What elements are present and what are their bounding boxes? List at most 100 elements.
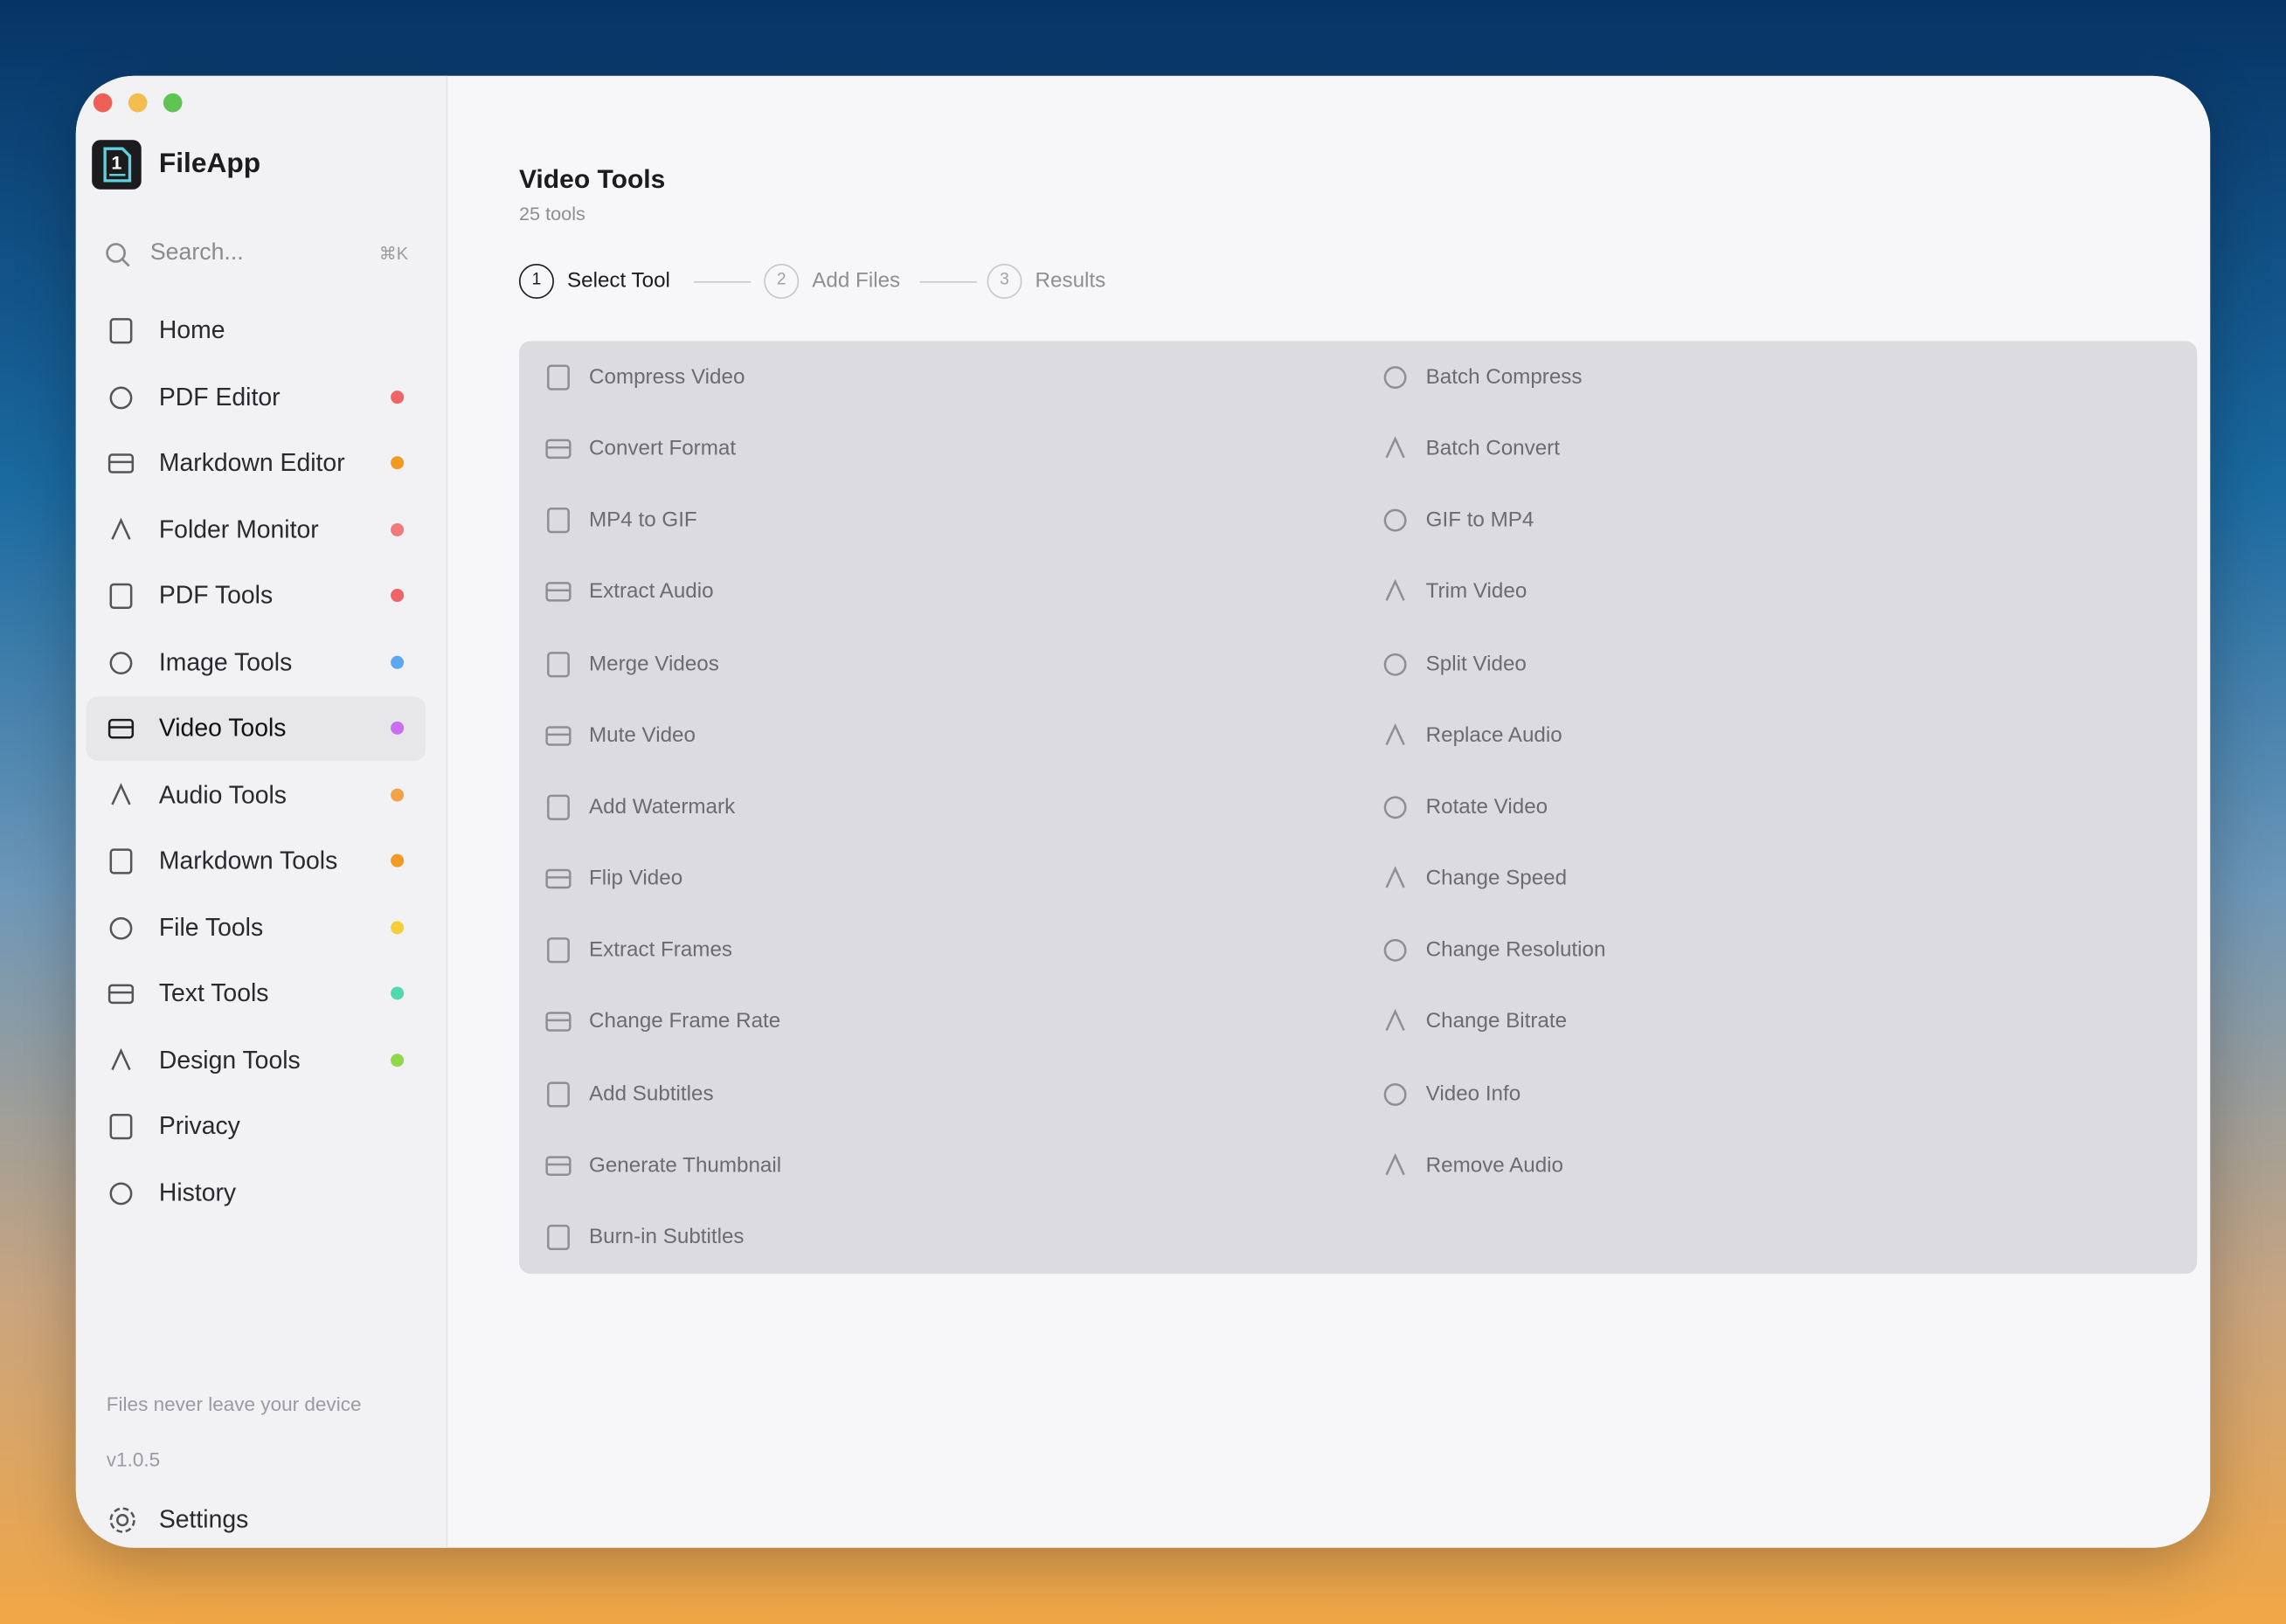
status-dot [391,721,405,735]
tool-item[interactable]: GIF to MP4 [1370,496,2186,546]
tool-item[interactable]: Replace Audio [1370,711,2186,761]
status-dot [391,787,405,801]
tool-label: Remove Audio [1425,1153,1564,1178]
tool-label: Rotate Video [1425,795,1548,819]
icon [111,516,131,539]
search-icon [106,243,130,267]
tool-label: Change Speed [1425,867,1568,891]
tool-item[interactable]: Extract Audio [534,568,1350,618]
tool-item[interactable]: Change Frame Rate [534,998,1350,1047]
tool-item[interactable]: MP4 to GIF [534,496,1350,546]
tool-label: Convert Format [589,437,737,461]
settings-icon [109,1507,135,1533]
step-label: Results [1035,269,1106,294]
icon [107,453,135,473]
icon [109,916,133,939]
tool-item[interactable]: Batch Compress [1370,353,2186,403]
tool-label: Extract Audio [589,580,714,605]
tool-label: GIF to MP4 [1425,508,1534,533]
status-dot [391,522,405,536]
tool-item[interactable]: Mute Video [534,711,1350,761]
nav-item[interactable]: Markdown Editor [86,432,426,495]
icon [1383,1082,1407,1106]
tool-label: Flip Video [589,867,683,891]
step-label: Add Files [812,269,901,294]
settings-link[interactable]: Settings [158,1505,249,1534]
nav-item[interactable]: History [86,1161,426,1225]
icon [109,1181,133,1205]
nav-item[interactable]: Privacy [86,1095,426,1158]
icon [1385,579,1405,602]
tool-item[interactable]: Convert Format [534,425,1350,474]
nav-item[interactable]: Design Tools [86,1028,426,1092]
tool-item[interactable]: Change Speed [1370,854,2186,904]
step-circle: 1 [518,263,554,300]
tool-label: Mute Video [589,723,696,748]
nav-item[interactable]: File Tools [86,895,426,959]
tool-item[interactable]: Split Video [1370,639,2186,689]
step-connector [694,280,752,283]
window-control[interactable] [93,93,113,113]
icon [545,868,572,889]
tool-item[interactable]: Remove Audio [1370,1141,2186,1191]
icon [1383,366,1407,390]
tool-item[interactable]: Compress Video [534,353,1350,403]
tool-item[interactable]: Change Bitrate [1370,998,2186,1047]
tool-label: Replace Audio [1425,723,1562,748]
icon [1385,1152,1405,1175]
icon [109,848,133,874]
app-logo: 1 [92,140,142,190]
tool-item[interactable]: Batch Convert [1370,425,2186,474]
nav-item[interactable]: Video Tools [86,696,426,761]
icon [545,1155,572,1176]
nav-item[interactable]: PDF Editor [86,365,426,429]
tool-item[interactable]: Trim Video [1370,568,2186,618]
step-label: Select Tool [566,269,670,294]
nav-label: Privacy [158,1111,240,1140]
icon [547,937,570,964]
window-control[interactable] [163,93,183,113]
icon [547,651,570,677]
tool-label: Extract Frames [589,938,733,963]
nav-label: Markdown Tools [158,847,338,875]
icon [1383,939,1407,963]
icon [1383,509,1407,533]
tool-grid: Compress Video Batch Compress Convert Form… [518,341,2198,1275]
nav-item[interactable]: Text Tools [86,962,426,1026]
nav-label: Text Tools [158,979,269,1007]
nav-item[interactable]: Audio Tools [86,763,426,826]
search-input[interactable]: Search... [149,240,244,266]
tool-label: Merge Videos [589,652,719,676]
tool-label: Generate Thumbnail [589,1153,782,1178]
nav-label: Markdown Editor [158,448,345,477]
nav-item[interactable]: Markdown Tools [86,829,426,893]
icon [109,318,133,344]
tool-item[interactable]: Flip Video [534,854,1350,904]
nav-label: Video Tools [158,714,287,743]
tool-item[interactable]: Change Resolution [1370,926,2186,976]
svg-text:1: 1 [111,152,121,174]
tool-item[interactable]: Add Watermark [534,783,1350,833]
tool-item[interactable]: Extract Frames [534,926,1350,976]
nav-item[interactable]: Folder Monitor [86,498,426,562]
tool-label: Change Frame Rate [589,1010,781,1034]
nav-label: PDF Editor [158,382,281,411]
nav-label: History [158,1178,237,1206]
sidebar: 1 FileApp Search... ⌘K Home PDF Editor Mar… [75,75,448,1548]
nav-label: Image Tools [158,647,293,676]
status-dot [391,853,405,867]
nav-item[interactable]: Home [86,299,426,363]
tool-label: Split Video [1425,652,1527,676]
tool-item[interactable]: Generate Thumbnail [534,1141,1350,1191]
icon [109,651,133,674]
tool-item[interactable]: Burn-in Subtitles [534,1213,1350,1262]
tool-item[interactable]: Merge Videos [534,639,1350,689]
nav-item[interactable]: PDF Tools [86,564,426,628]
status-dot [391,589,405,603]
nav-item[interactable]: Image Tools [86,631,426,695]
tool-item[interactable]: Video Info [1370,1069,2186,1119]
tool-item[interactable]: Add Subtitles [534,1069,1350,1119]
window-control[interactable] [128,93,148,113]
tool-item[interactable]: Rotate Video [1370,783,2186,833]
tool-label: Add Watermark [589,795,736,819]
